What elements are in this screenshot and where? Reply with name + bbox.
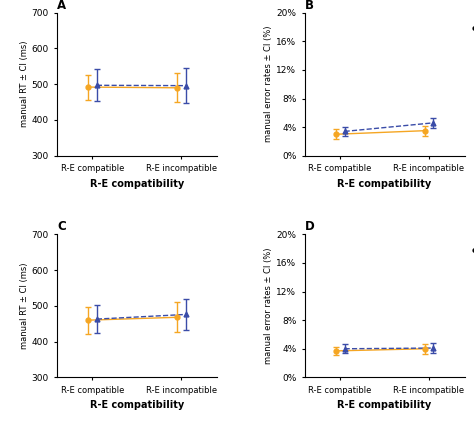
X-axis label: R-E compatibility: R-E compatibility: [337, 179, 432, 189]
X-axis label: R-E compatibility: R-E compatibility: [337, 400, 432, 410]
Text: C: C: [57, 220, 65, 233]
X-axis label: R-E compatibility: R-E compatibility: [90, 179, 184, 189]
Text: D: D: [305, 220, 314, 233]
Y-axis label: manual RT ± CI (ms): manual RT ± CI (ms): [19, 41, 28, 128]
Text: B: B: [305, 0, 314, 11]
X-axis label: R-E compatibility: R-E compatibility: [90, 400, 184, 410]
Y-axis label: manual error rates ± CI (%): manual error rates ± CI (%): [264, 26, 273, 142]
Y-axis label: manual error rates ± CI (%): manual error rates ± CI (%): [264, 248, 273, 364]
Legend: 200 ms, 800 ms: 200 ms, 800 ms: [472, 245, 474, 289]
Legend: 200 ms, 800 ms: 200 ms, 800 ms: [472, 24, 474, 68]
Y-axis label: manual RT ± CI (ms): manual RT ± CI (ms): [19, 262, 28, 349]
Text: A: A: [57, 0, 66, 11]
